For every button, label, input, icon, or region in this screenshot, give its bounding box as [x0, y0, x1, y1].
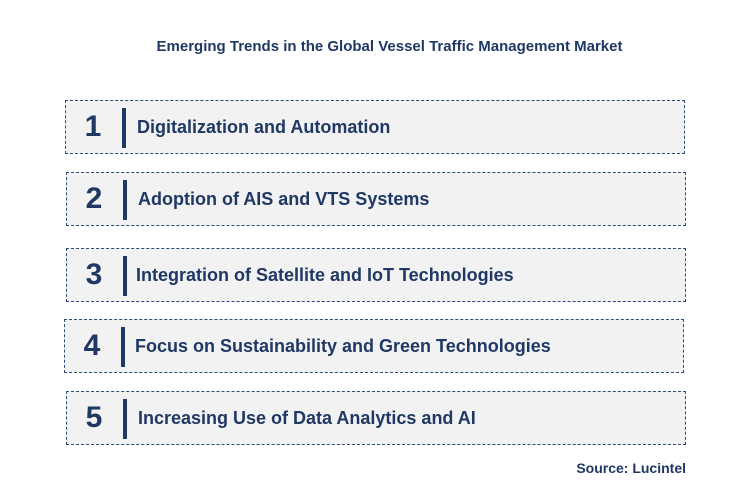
trend-number: 2 [85, 182, 103, 215]
trend-item-4: 4 Focus on Sustainability and Green Tech… [64, 319, 684, 373]
trend-divider [122, 108, 126, 148]
trend-item-5: 5 Increasing Use of Data Analytics and A… [66, 391, 686, 445]
trend-divider [123, 180, 127, 220]
trend-number: 5 [85, 401, 103, 434]
source-label: Source: Lucintel [576, 460, 686, 476]
trend-divider [123, 399, 127, 439]
trend-item-3: 3 Integration of Satellite and IoT Techn… [66, 248, 686, 302]
trend-number: 4 [83, 329, 101, 362]
page-title: Emerging Trends in the Global Vessel Tra… [156, 38, 623, 55]
trend-divider [121, 327, 125, 367]
trend-label: Adoption of AIS and VTS Systems [138, 188, 430, 209]
trend-label: Focus on Sustainability and Green Techno… [135, 335, 551, 356]
trend-divider [123, 256, 127, 296]
trend-number: 3 [85, 258, 103, 291]
trend-number: 1 [84, 110, 102, 143]
trend-item-2: 2 Adoption of AIS and VTS Systems [66, 172, 686, 226]
trend-item-1: 1 Digitalization and Automation [65, 100, 685, 154]
trend-label: Integration of Satellite and IoT Technol… [136, 264, 514, 285]
trend-label: Digitalization and Automation [137, 116, 391, 137]
trend-label: Increasing Use of Data Analytics and AI [138, 407, 476, 428]
